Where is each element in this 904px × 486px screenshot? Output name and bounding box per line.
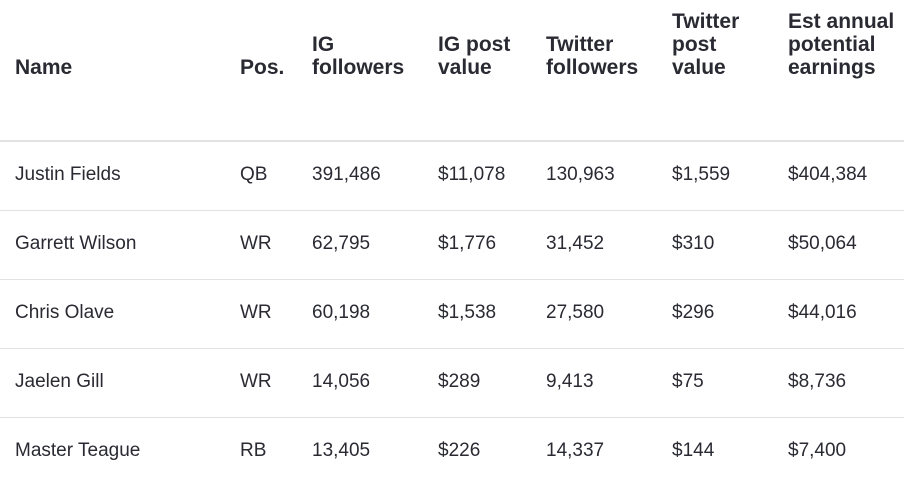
cell-name: Justin Fields [15,164,121,185]
cell-twitter-post-value: $75 [672,371,704,392]
cell-ig-post-value: $226 [438,440,481,461]
header-name: Name [15,56,73,79]
cell-twitter-followers: 130,963 [546,164,615,185]
cell-twitter-followers: 14,337 [546,440,605,461]
cell-name: Jaelen Gill [15,371,104,392]
table-row: Master Teague RB 13,405 $226 14,337 $144… [0,418,904,486]
cell-twitter-followers: 9,413 [546,371,594,392]
cell-twitter-post-value: $296 [672,302,715,323]
cell-twitter-followers: 27,580 [546,302,605,323]
cell-ig-post-value: $1,538 [438,302,497,323]
cell-ig-followers: 60,198 [312,302,371,323]
header-twitter-post-value: Twitter post value [672,10,740,79]
cell-ig-followers: 14,056 [312,371,371,392]
cell-ig-followers: 391,486 [312,164,381,185]
table-header-row: Name Pos. IG followers IG post value Twi… [0,0,904,142]
cell-ig-post-value: $11,078 [438,164,506,185]
header-ig-followers: IG followers [312,33,405,79]
cell-ig-followers: 13,405 [312,440,371,461]
cell-ig-post-value: $289 [438,371,481,392]
cell-position: RB [240,440,267,461]
table-row: Justin Fields QB 391,486 $11,078 130,963… [0,142,904,211]
cell-est-annual-earnings: $7,400 [788,440,847,461]
header-ig-post-value: IG post value [438,33,511,79]
cell-name: Chris Olave [15,302,115,323]
cell-name: Garrett Wilson [15,233,137,254]
header-est-annual-earnings: Est annual potential earnings [788,10,895,79]
cell-twitter-followers: 31,452 [546,233,605,254]
header-position: Pos. [240,56,285,79]
cell-name: Master Teague [15,440,141,461]
cell-est-annual-earnings: $44,016 [788,302,857,323]
cell-position: QB [240,164,268,185]
table-row: Jaelen Gill WR 14,056 $289 9,413 $75 $8,… [0,349,904,418]
cell-position: WR [240,233,272,254]
cell-est-annual-earnings: $8,736 [788,371,847,392]
table-row: Chris Olave WR 60,198 $1,538 27,580 $296… [0,280,904,349]
cell-est-annual-earnings: $50,064 [788,233,857,254]
cell-ig-post-value: $1,776 [438,233,497,254]
cell-ig-followers: 62,795 [312,233,371,254]
cell-twitter-post-value: $1,559 [672,164,731,185]
cell-twitter-post-value: $144 [672,440,715,461]
cell-position: WR [240,302,272,323]
table-row: Garrett Wilson WR 62,795 $1,776 31,452 $… [0,211,904,280]
header-twitter-followers: Twitter followers [546,33,639,79]
cell-twitter-post-value: $310 [672,233,715,254]
cell-est-annual-earnings: $404,384 [788,164,868,185]
cell-position: WR [240,371,272,392]
